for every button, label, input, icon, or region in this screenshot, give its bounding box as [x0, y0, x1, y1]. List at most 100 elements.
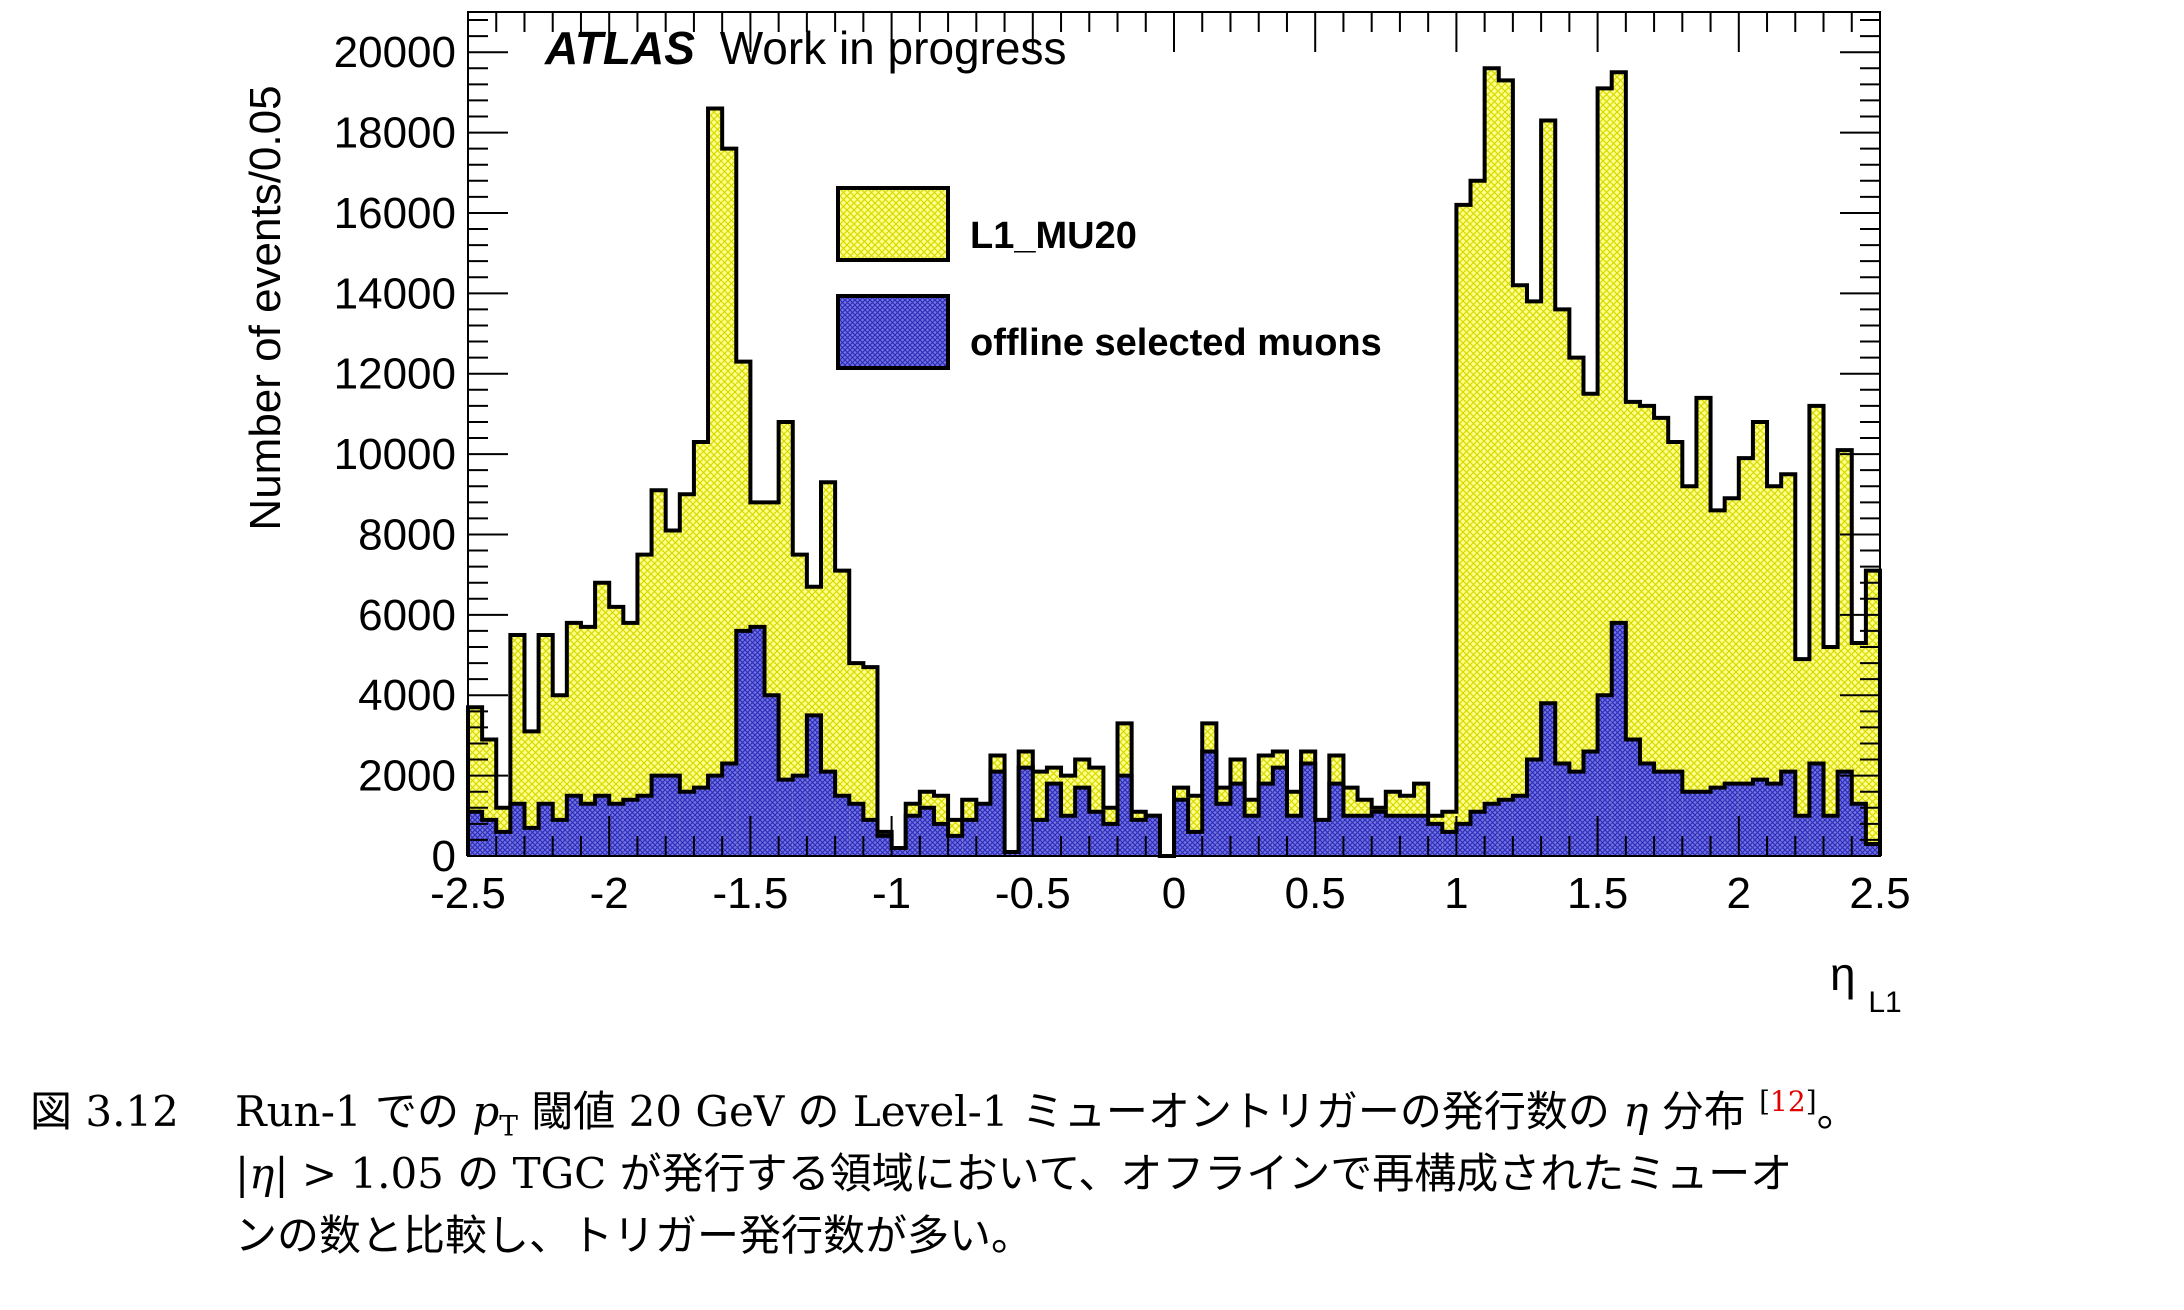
series-outline [466, 620, 1882, 858]
bin-bar [1399, 815, 1415, 856]
bin-bar [595, 795, 610, 856]
bin-bar [693, 787, 709, 856]
bin-bar [1131, 819, 1146, 856]
bin-bar [1202, 751, 1217, 856]
bin-bar [750, 626, 765, 856]
bin-bar [1527, 759, 1542, 856]
bin-bar [1498, 799, 1513, 856]
bin-bar [538, 634, 553, 856]
histogram-chart: 0 2000 4000 6000 8000 10000 12000 14000 16000 180… [241, 11, 1911, 1019]
bin-bar [1555, 309, 1570, 856]
caption-figure-number: 図 3.12 [30, 1087, 179, 1136]
y-tick-label: 16000 [334, 189, 456, 238]
legend-label-l1-mu20: L1_MU20 [970, 215, 1137, 257]
bin-bar [1767, 783, 1782, 856]
bin-bar [891, 847, 906, 856]
bin-bar [1724, 498, 1739, 856]
bin-bar [792, 775, 807, 856]
bin-bar [595, 582, 610, 856]
bin-bar [1343, 815, 1358, 856]
bin-bar [1597, 88, 1612, 856]
series-offline-selected-muons [466, 620, 1882, 858]
bin-bar [1639, 405, 1655, 856]
bin-bar [1795, 659, 1810, 856]
bin-bar [1258, 783, 1273, 856]
bin-bar [962, 819, 977, 856]
x-axis-label-sub: L1 [1868, 986, 1901, 1019]
bin-bar [609, 803, 624, 856]
y-tick-label: 14000 [334, 269, 456, 318]
bin-bar [990, 771, 1005, 856]
ref-close: ] [1805, 1085, 1817, 1118]
bin-bar [1117, 775, 1132, 856]
bin-bar [1823, 647, 1838, 856]
bin-bar [1865, 570, 1880, 856]
caption-l2-a: | [235, 1149, 250, 1198]
bin-bar [1738, 783, 1753, 856]
bin-bar [482, 819, 497, 856]
bin-bar [1837, 771, 1852, 856]
bin-bar [1583, 393, 1598, 856]
bin-bar [609, 606, 624, 856]
y-tick-label: 4000 [358, 671, 456, 720]
bin-bar [1329, 783, 1344, 856]
bin-bar [905, 815, 920, 856]
bin-bar [1512, 285, 1527, 856]
bin-bar [1527, 301, 1542, 856]
caption-l1-a: Run-1 での [235, 1087, 473, 1136]
x-tick-label: 0 [1162, 869, 1186, 918]
bin-bar [1668, 771, 1683, 856]
bin-bar [1541, 703, 1556, 856]
bin-bar [496, 831, 511, 856]
bin-bar [524, 827, 539, 856]
x-tick-label: 2.5 [1849, 869, 1910, 918]
bin-bar [1484, 803, 1499, 856]
bin-bar [1541, 120, 1556, 856]
bin-bar [863, 667, 878, 856]
bin-bar [538, 803, 553, 856]
bin-bar [1456, 204, 1471, 856]
bin-bar [708, 775, 723, 856]
series-outline [466, 66, 1882, 858]
bin-bar [1456, 823, 1471, 856]
bin-bar [623, 622, 638, 856]
caption-l1-eta: η [1623, 1087, 1649, 1136]
bin-bar [778, 421, 793, 856]
bin-bar [1470, 811, 1485, 856]
x-tick-label: 2 [1727, 869, 1751, 918]
x-axis-label-eta: η [1830, 948, 1856, 1000]
bin-bar [1795, 815, 1810, 856]
x-tick-label: -1.5 [712, 869, 788, 918]
bin-bar [806, 715, 821, 856]
bin-bar [1046, 783, 1062, 856]
caption-reference[interactable]: [12] [1759, 1085, 1817, 1118]
bin-bar [1837, 450, 1852, 856]
bin-bar [1597, 695, 1612, 856]
legend-swatch-l1-mu20 [836, 186, 950, 262]
bin-bar [1654, 417, 1669, 856]
bin-bar [877, 835, 892, 856]
caption-l1-b: 閾値 20 GeV の Level-1 ミューオントリガーの発行数の [517, 1087, 1624, 1136]
bin-bar [1625, 739, 1640, 856]
bin-bar [1654, 771, 1669, 856]
bin-bar [778, 779, 793, 856]
bin-bar [1555, 763, 1570, 856]
bin-bar [693, 442, 709, 856]
bin-bar [764, 695, 779, 856]
bin-bar [1103, 823, 1118, 856]
bin-bar [1696, 397, 1711, 856]
bin-bar [524, 731, 539, 856]
caption-l1-p: p [472, 1087, 500, 1136]
caption-l1-sub: T [499, 1109, 518, 1143]
bin-bar [651, 775, 666, 856]
bin-bar [1004, 851, 1019, 856]
bin-bar [1738, 458, 1753, 856]
bin-bar [1145, 815, 1160, 856]
caption-l2-b: | > 1.05 の TGC が発行する領域において、オフラインで再構成されたミ… [274, 1149, 1793, 1198]
ref-number[interactable]: 12 [1770, 1085, 1806, 1118]
caption-line-1: Run-1 での pT 閾値 20 GeV の Level-1 ミューオントリガ… [235, 1078, 1859, 1142]
y-tick-label: 12000 [334, 350, 456, 399]
bin-bar [1498, 80, 1513, 857]
bin-bar [552, 695, 567, 856]
bin-bar [835, 795, 850, 856]
